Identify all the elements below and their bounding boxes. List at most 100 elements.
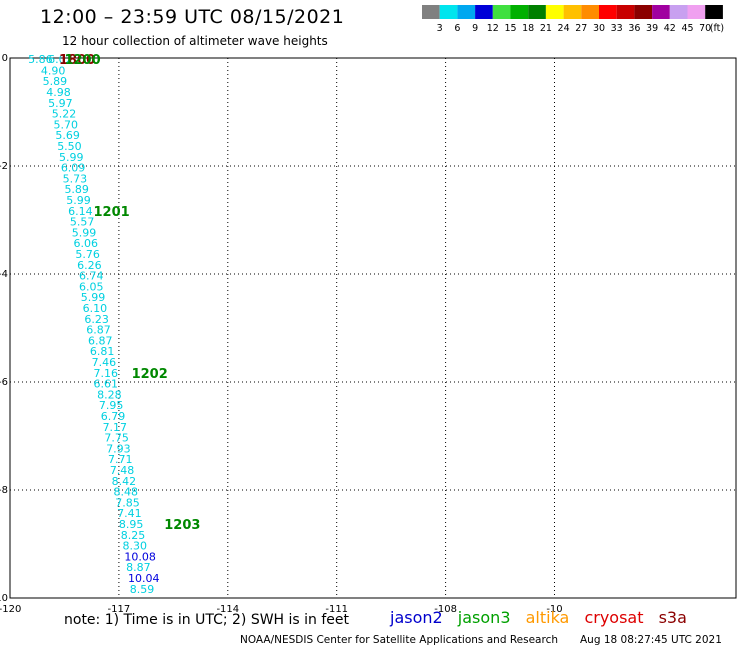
legend-label: 18: [522, 23, 534, 34]
wave-height-label: 6.10: [83, 302, 108, 315]
wave-height-label: 8.42: [112, 475, 137, 488]
wave-height-label: 7.75: [104, 432, 129, 445]
legend-swatch: [705, 5, 723, 19]
legend-label: 12: [487, 23, 499, 34]
wave-height-label: 7.17: [103, 421, 128, 434]
time-label: 1203: [164, 518, 200, 533]
y-tick-label: -8: [0, 485, 8, 496]
y-tick-label: -6: [0, 377, 8, 388]
plot-frame: [9, 57, 737, 599]
wave-height-label: 6.14: [68, 205, 93, 218]
legend-swatch: [669, 5, 688, 19]
wave-height-label: 5.99: [59, 151, 84, 164]
legend-label: 45: [681, 23, 693, 34]
wave-height-label: 7.95: [99, 399, 124, 412]
x-tick-label: -120: [0, 604, 21, 615]
wave-height-label: 6.87: [86, 324, 111, 337]
legend-unit: (ft): [710, 23, 724, 34]
legend-swatch: [599, 5, 617, 19]
mission-legend: jason2 jason3 altika cryosat s3a: [390, 608, 697, 627]
wave-height-label: 5.97: [48, 97, 73, 110]
data-points: 5.866.024.905.894.985.975.225.705.695.50…: [28, 53, 200, 596]
wave-height-label: 10.08: [124, 550, 156, 563]
time-label: 1200: [64, 53, 100, 68]
legend-swatch: [422, 5, 440, 19]
wave-height-label: 7.93: [106, 442, 131, 455]
chart-subtitle: 12 hour collection of altimeter wave hei…: [62, 34, 328, 48]
mission-s3a: s3a: [658, 608, 687, 627]
wave-height-label: 5.70: [54, 118, 78, 131]
wave-height-label: 6.26: [77, 259, 102, 272]
wave-height-label: 8.28: [97, 388, 122, 401]
wave-height-label: 5.89: [64, 183, 89, 196]
legend-label: 36: [628, 23, 640, 34]
x-tick-label: -10: [546, 604, 562, 615]
wave-height-label: 6.87: [88, 334, 113, 347]
wave-height-label: 8.95: [119, 518, 143, 531]
timestamp: Aug 18 08:27:45 UTC 2021: [580, 634, 722, 646]
wave-height-label: 5.73: [63, 172, 87, 185]
wave-height-label: 6.61: [93, 378, 118, 391]
legend-swatch: [581, 5, 599, 19]
wave-height-label: 8.25: [121, 529, 146, 542]
wave-height-label: 5.22: [52, 108, 76, 121]
legend-swatch: [457, 5, 476, 19]
legend-swatch: [616, 5, 635, 19]
wave-height-label: 8.30: [123, 540, 148, 553]
wave-height-label: 6.79: [101, 410, 126, 423]
legend-label: 30: [593, 23, 605, 34]
wave-height-label: 4.90: [41, 64, 65, 77]
wave-height-label: 7.71: [108, 453, 133, 466]
wave-height-label: 6.74: [79, 270, 104, 283]
x-tick-label: -114: [216, 604, 239, 615]
wave-height-label: 5.99: [72, 226, 97, 239]
axes: -120 -117 -114 -111 -108 -10 0 -2 -4 -6 -8 -10: [0, 53, 563, 615]
wave-height-label: 5.57: [70, 216, 95, 229]
grid: [9, 57, 737, 599]
legend-label: 24: [558, 23, 570, 34]
time-label: 1800: [59, 53, 95, 68]
legend-swatch: [439, 5, 458, 19]
legend-label: 21: [540, 23, 552, 34]
wave-height-label: 5.50: [57, 140, 82, 153]
legend-label: 70: [699, 23, 711, 34]
legend-swatch: [687, 5, 706, 19]
mission-altika: altika: [525, 608, 570, 627]
time-label: 1201: [93, 205, 129, 220]
wave-height-label: 7.85: [115, 496, 139, 509]
wave-height-label: 6.06: [74, 237, 99, 250]
x-tick-label: -111: [325, 604, 348, 615]
footer-note: note: 1) Time is in UTC; 2) SWH is in fe…: [64, 612, 350, 628]
wave-height-label: 4.98: [46, 86, 71, 99]
mission-jason2: jason2: [390, 608, 443, 627]
mission-jason3: jason3: [457, 608, 511, 627]
legend-swatch: [475, 5, 493, 19]
wave-height-label: 8.87: [126, 561, 151, 574]
y-tick-label: -2: [0, 161, 8, 172]
y-tick-label: 0: [2, 53, 8, 64]
chart-title: 12:00 – 23:59 UTC 08/15/2021: [40, 6, 345, 28]
y-tick-label: -10: [0, 593, 8, 604]
legend-label: 39: [646, 23, 658, 34]
legend-label: 33: [611, 23, 623, 34]
mission-cryosat: cryosat: [584, 608, 644, 627]
wave-height-label: 6.09: [61, 162, 86, 175]
legend-label: 9: [472, 23, 478, 34]
wave-height-label: 10.04: [128, 572, 160, 585]
wave-height-label: 6.02: [48, 53, 73, 66]
wave-height-label: 5.89: [43, 75, 68, 88]
wave-height-label: 5.86: [28, 53, 53, 66]
wave-height-label: 5.99: [66, 194, 91, 207]
legend-swatch: [563, 5, 582, 19]
wave-height-label: 6.23: [84, 313, 109, 326]
legend-swatch: [652, 5, 670, 19]
wave-height-label: 5.69: [55, 129, 80, 142]
x-tick-label: -108: [434, 604, 457, 615]
time-label: 1202: [132, 367, 168, 382]
legend-swatch: [545, 5, 564, 19]
wave-height-label: 6.05: [79, 280, 104, 293]
color-legend: 3 6 9 12 15 18 21 24 27 30 33 36 39 42 45 70(ft): [422, 5, 724, 34]
legend-swatch: [634, 5, 653, 19]
wave-height-label: 6.81: [90, 345, 115, 358]
wave-height-label: 7.46: [92, 356, 117, 369]
